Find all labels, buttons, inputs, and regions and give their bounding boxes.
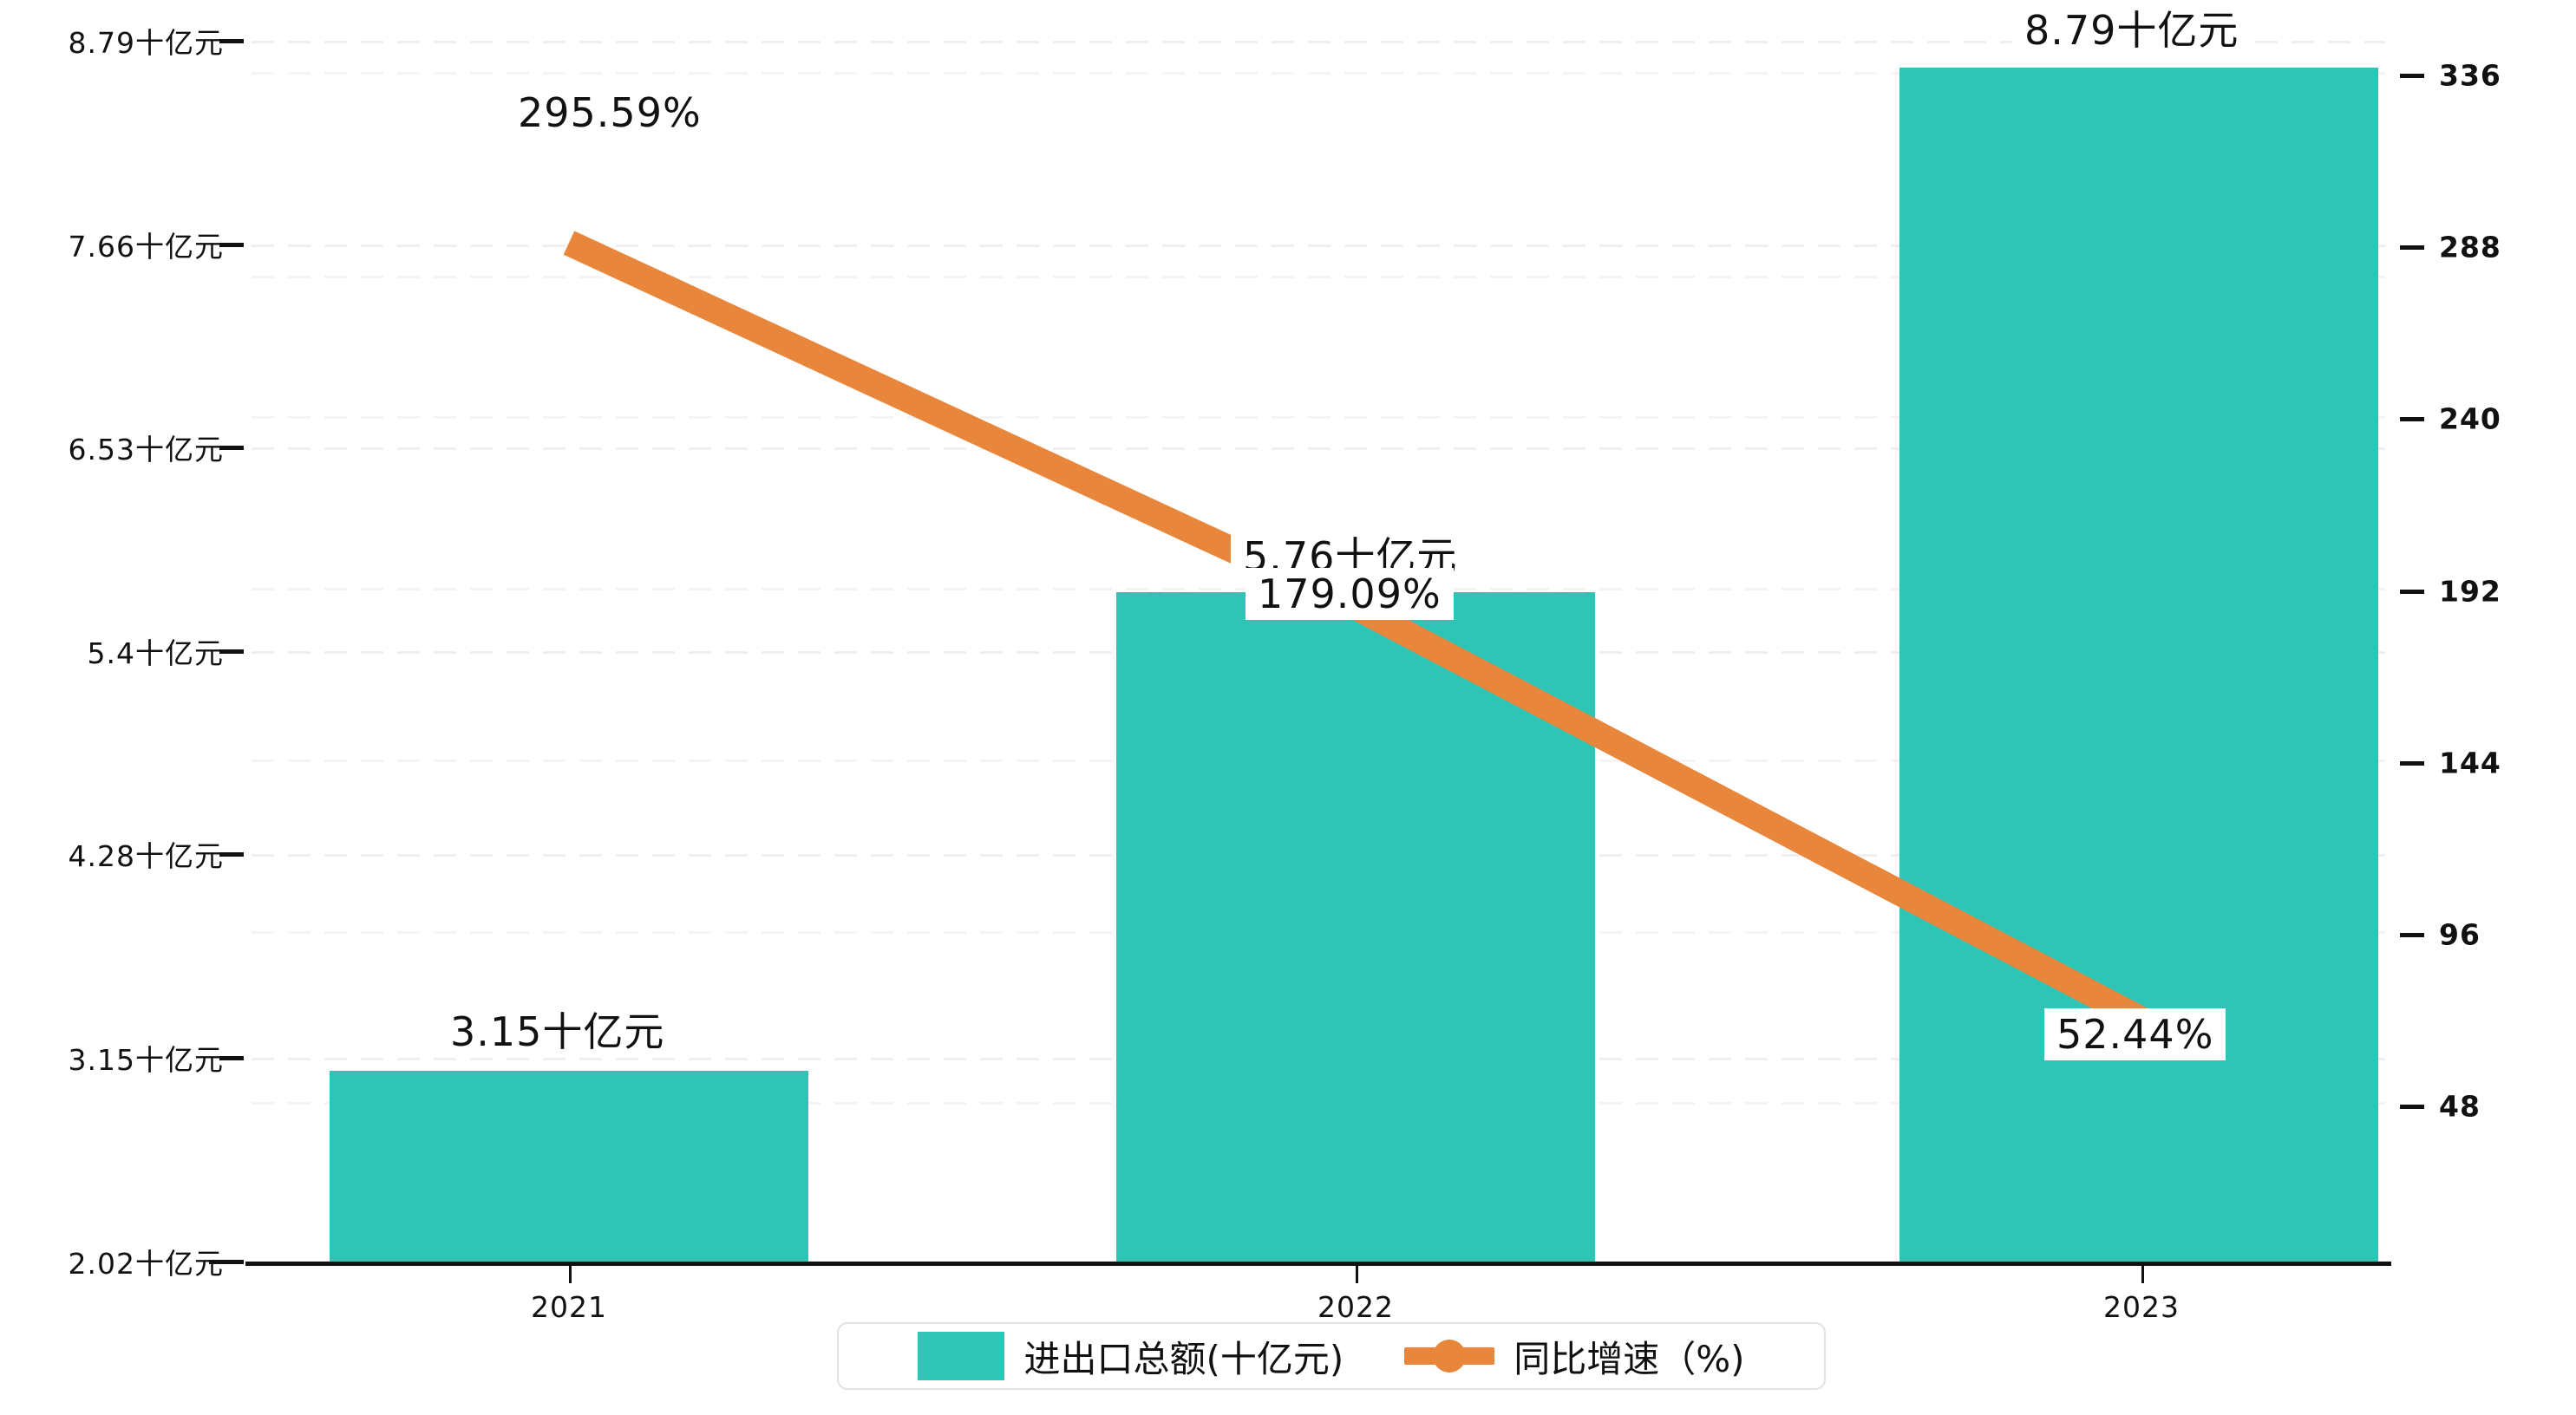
x-axis-label-2021: 2021	[531, 1290, 607, 1324]
y-right-label: 336	[2439, 58, 2501, 93]
growth-value-label-2022: 179.09%	[1246, 568, 1454, 621]
y-left-label: 4.28十亿元	[68, 839, 224, 873]
y-right-tick	[2400, 1105, 2424, 1109]
y-left-label: 3.15十亿元	[68, 1043, 224, 1077]
y-left-tick	[219, 852, 244, 857]
x-axis-label-2022: 2022	[1317, 1290, 1394, 1324]
bar-swatch-icon	[918, 1332, 1005, 1380]
y-left-tick	[219, 1056, 244, 1060]
x-axis-label-2023: 2023	[2103, 1290, 2180, 1324]
x-tick-2023	[2141, 1266, 2144, 1283]
bar-2022[interactable]	[1116, 592, 1595, 1262]
x-tick-2022	[1356, 1266, 1358, 1283]
y-right-label: 240	[2439, 401, 2501, 436]
line-swatch-icon	[1404, 1340, 1495, 1373]
y-right-tick	[2400, 933, 2424, 937]
y-left-tick	[219, 39, 244, 43]
x-axis-line	[245, 1262, 2391, 1266]
legend-item-total-trade[interactable]: 进出口总额(十亿元)	[918, 1330, 1344, 1383]
y-left-label: 8.79十亿元	[68, 26, 224, 60]
gridline-major	[252, 41, 2385, 43]
bar-value-label-2021: 3.15十亿元	[438, 1006, 677, 1059]
growth-value-label-2023: 52.44%	[2044, 1008, 2226, 1061]
y-right-tick	[2400, 761, 2424, 766]
y-left-label: 7.66十亿元	[68, 230, 224, 264]
y-right-tick	[2400, 417, 2424, 421]
y-left-label: 6.53十亿元	[68, 433, 224, 466]
y-right-label: 48	[2439, 1089, 2481, 1124]
y-right-tick	[2400, 74, 2424, 78]
y-right-label: 192	[2439, 574, 2501, 609]
y-right-label: 288	[2439, 230, 2501, 264]
legend-item-growth-rate[interactable]: 同比增速（%)	[1404, 1330, 1745, 1383]
legend-label-growth-rate: 同比增速（%)	[1514, 1337, 1745, 1380]
y-right-tick	[2400, 245, 2424, 250]
x-tick-2021	[569, 1266, 572, 1283]
y-left-tick	[219, 446, 244, 450]
y-left-tick	[219, 649, 244, 654]
gridline-minor	[252, 72, 2385, 75]
y-right-tick	[2400, 590, 2424, 594]
bar-2023[interactable]	[1899, 68, 2378, 1262]
y-left-tick	[219, 243, 244, 247]
y-right-label: 96	[2439, 917, 2481, 952]
y-right-label: 144	[2439, 746, 2501, 780]
legend-label-total-trade: 进出口总额(十亿元)	[1023, 1337, 1344, 1380]
bar-value-label-2023: 8.79十亿元	[2012, 4, 2252, 57]
y-left-label: 2.02十亿元	[68, 1247, 224, 1281]
legend: 进出口总额(十亿元) 同比增速（%)	[837, 1322, 1826, 1390]
growth-value-label-2021: 295.59%	[518, 89, 702, 136]
bar-2021[interactable]	[330, 1071, 808, 1262]
y-left-tick	[209, 1260, 244, 1264]
y-left-label: 5.4十亿元	[87, 636, 224, 670]
